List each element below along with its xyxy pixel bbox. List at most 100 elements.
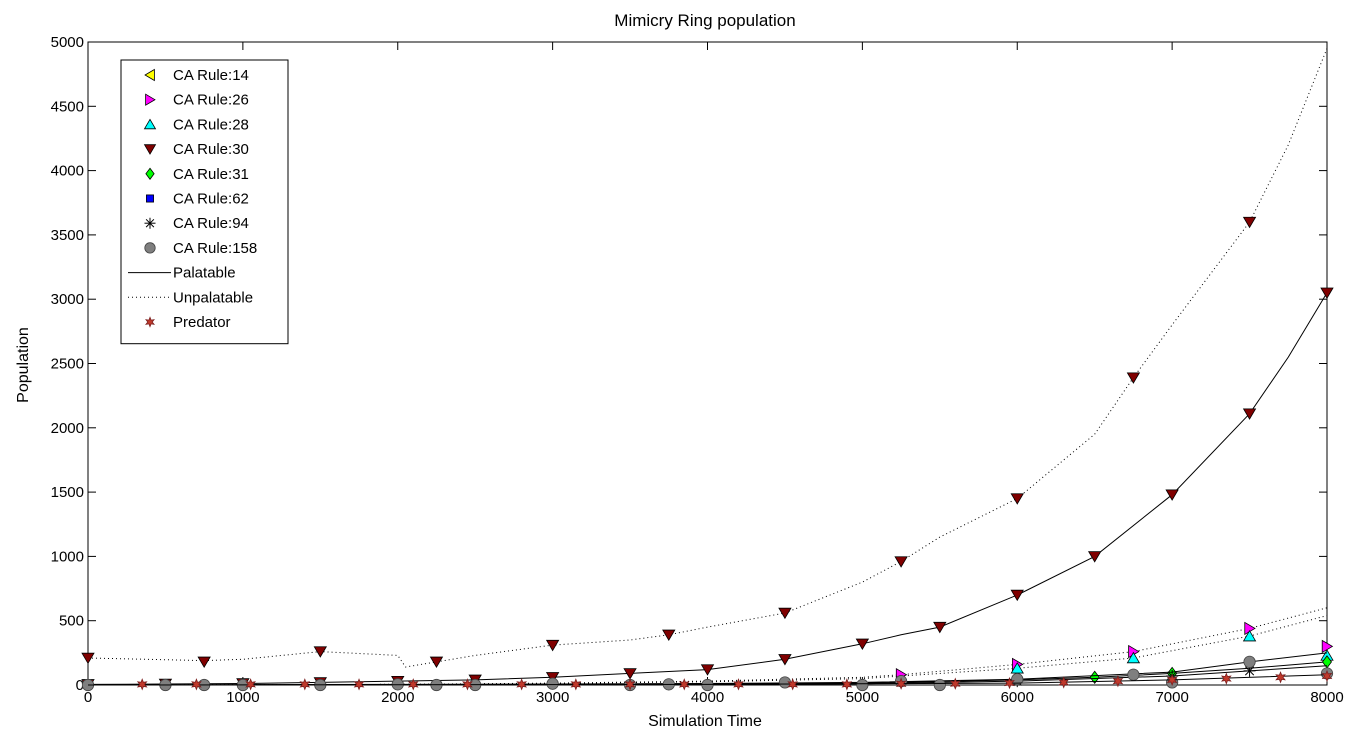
series-line: [87, 48, 1328, 668]
data-point: [1243, 655, 1256, 668]
data-point: [570, 678, 582, 691]
series-line: [87, 292, 1328, 685]
x-axis-title: Simulation Time: [648, 713, 762, 730]
data-point: [933, 621, 947, 634]
x-tick-label: 6000: [1001, 689, 1034, 706]
legend-entry: CA Rule:62: [146, 191, 249, 208]
legend-label: CA Rule:158: [173, 240, 257, 257]
legend-label: CA Rule:26: [173, 92, 249, 109]
data-point: [299, 678, 311, 691]
data-point: [733, 678, 744, 691]
data-point: [623, 668, 637, 680]
data-point: [353, 678, 365, 691]
data-point: [1321, 639, 1334, 654]
series-1: [81, 287, 1334, 691]
y-tick-label: 2000: [51, 420, 84, 437]
data-point: [313, 646, 328, 658]
y-axis-title: Population: [15, 327, 32, 403]
legend-entry: CA Rule:94: [144, 215, 249, 232]
data-point: [1011, 673, 1024, 686]
legend-symbol: [145, 316, 155, 328]
data-point: [778, 607, 792, 620]
legend-symbol: [143, 118, 157, 130]
legend-entry: Palatable: [128, 265, 236, 282]
data-point: [678, 678, 690, 691]
data-point: [1010, 493, 1024, 505]
data-point: [1220, 672, 1232, 685]
x-tick-label: 4000: [691, 689, 724, 706]
series-0: [81, 48, 1328, 669]
x-tick-label: 3000: [536, 689, 569, 706]
data-point: [1275, 671, 1286, 684]
legend-entry: Unpalatable: [128, 289, 253, 306]
x-tick-label: 8000: [1310, 689, 1343, 706]
x-tick-label: 5000: [846, 689, 879, 706]
legend-label: CA Rule:31: [173, 166, 249, 183]
data-point: [516, 678, 528, 691]
y-tick-label: 3500: [51, 227, 84, 244]
legend-label: CA Rule:62: [173, 191, 249, 208]
plot-area: [81, 48, 1334, 692]
data-point: [407, 678, 419, 691]
legend-label: Unpalatable: [173, 289, 253, 306]
data-point: [545, 639, 560, 652]
y-tick-label: 0: [76, 677, 84, 694]
legend-entry: CA Rule:158: [144, 240, 257, 257]
legend-entry: CA Rule:30: [143, 141, 249, 158]
data-point: [136, 678, 148, 691]
x-tick-label: 7000: [1155, 689, 1188, 706]
data-point: [1112, 674, 1124, 688]
y-tick-label: 1000: [51, 548, 84, 565]
data-point: [1321, 669, 1333, 683]
data-point: [546, 677, 559, 690]
data-point: [778, 654, 792, 666]
y-tick-label: 4000: [51, 163, 84, 180]
y-tick-label: 500: [59, 613, 84, 630]
y-tick-label: 5000: [51, 34, 84, 51]
data-point: [1127, 668, 1140, 681]
data-point: [1126, 651, 1141, 664]
data-point: [1087, 551, 1102, 563]
data-point: [787, 678, 799, 691]
legend-symbol: [145, 93, 156, 106]
data-point: [624, 678, 636, 691]
data-point: [545, 672, 560, 684]
legend-label: Palatable: [173, 265, 236, 282]
chart-title: Mimicry Ring population: [614, 11, 795, 30]
data-point: [462, 678, 473, 691]
legend-label: CA Rule:94: [173, 215, 249, 232]
data-point: [701, 678, 714, 692]
data-point: [245, 678, 256, 691]
x-tick-label: 2000: [381, 689, 414, 706]
legend-symbol: [144, 68, 155, 82]
y-tick-label: 1500: [51, 484, 84, 501]
data-point: [700, 664, 715, 676]
legend: CA Rule:14 CA Rule:26 CA Rule:28 CA Rule:30…: [120, 59, 289, 345]
series-8: [136, 669, 1333, 691]
data-point: [1058, 676, 1070, 689]
x-tick-label: 1000: [226, 689, 259, 706]
data-point: [894, 556, 908, 568]
legend-symbol: [145, 167, 155, 180]
legend-entry: Predator: [145, 314, 231, 331]
y-tick-label: 4500: [51, 98, 84, 115]
data-point: [895, 677, 907, 690]
legend-entry: CA Rule:26: [145, 92, 249, 109]
data-point: [856, 678, 869, 692]
legend-label: CA Rule:14: [173, 67, 249, 84]
legend-entry: CA Rule:31: [145, 166, 249, 183]
legend-label: CA Rule:28: [173, 116, 249, 133]
y-tick-label: 3000: [51, 291, 84, 308]
data-point: [841, 678, 853, 691]
axes: 0 1000 2000 3000 4000 5000 6000 7000 8000 0 500 100…: [51, 34, 1344, 706]
legend-symbol: [143, 144, 157, 155]
x-tick-label: 0: [84, 689, 92, 706]
data-point: [933, 678, 946, 692]
data-point: [1243, 664, 1256, 677]
data-point: [197, 656, 211, 669]
data-point: [1242, 408, 1257, 420]
data-point: [1320, 287, 1334, 299]
series-3: [87, 615, 1334, 686]
data-point: [81, 652, 95, 665]
